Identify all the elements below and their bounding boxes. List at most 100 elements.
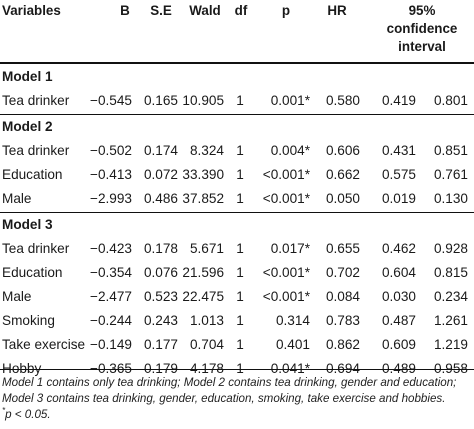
cell-p: 0.314 [275,313,310,328]
cell-hr: 0.580 [325,93,360,108]
table-footnote: Model 1 contains only tea drinking; Mode… [2,375,472,423]
cell-se: 0.165 [143,93,178,108]
cell-df: 1 [236,143,244,158]
cell-df: 1 [236,313,244,328]
cell-hr: 0.862 [325,337,360,352]
cell-b: −0.365 [90,361,132,376]
cell-p: 0.001* [270,93,310,108]
section-rule [0,114,474,115]
cell-se: 0.072 [143,167,178,182]
cell-variable: Smoking [2,313,55,328]
header-b: B [120,3,130,18]
cell-ci-low: 0.575 [381,167,416,182]
cell-wald: 21.596 [182,265,224,280]
cell-ci-high: 0.851 [433,143,468,158]
cell-se: 0.179 [143,361,178,376]
header-ci-line2: confidence [386,21,458,36]
cell-p: <0.001* [262,265,310,280]
cell-ci-high: 0.761 [433,167,468,182]
cell-variable: Tea drinker [2,93,70,108]
cell-b: −0.354 [90,265,132,280]
cell-df: 1 [236,241,244,256]
header-wald: Wald [189,3,221,18]
cell-b: −0.413 [90,167,132,182]
cell-b: −2.993 [90,191,132,206]
cell-ci-low: 0.030 [381,289,416,304]
cell-ci-high: 1.261 [433,313,468,328]
header-hr: HR [327,3,347,18]
cell-ci-low: 0.604 [381,265,416,280]
cell-b: −0.502 [90,143,132,158]
cell-variable: Take exercise [2,337,86,352]
cell-ci-high: 0.130 [433,191,468,206]
section-title: Model 1 [2,69,53,84]
cell-ci-high: 0.958 [433,361,468,376]
cell-df: 1 [236,93,244,108]
cell-df: 1 [236,191,244,206]
cell-df: 1 [236,265,244,280]
cell-df: 1 [236,337,244,352]
cell-se: 0.178 [143,241,178,256]
cell-df: 1 [236,289,244,304]
cell-hr: 0.655 [325,241,360,256]
cell-ci-low: 0.489 [381,361,416,376]
cell-b: −0.545 [90,93,132,108]
header-ci-line1: 95% [408,3,436,18]
cell-wald: 33.390 [182,167,224,182]
cell-wald: 8.324 [189,143,224,158]
section-rule [0,212,474,213]
cell-hr: 0.084 [325,289,360,304]
cell-hr: 0.783 [325,313,360,328]
cell-variable: Hobby [2,361,42,376]
cell-df: 1 [236,167,244,182]
cell-se: 0.243 [143,313,178,328]
cell-ci-low: 0.431 [381,143,416,158]
cell-p: <0.001* [262,191,310,206]
cell-hr: 0.662 [325,167,360,182]
cell-se: 0.076 [143,265,178,280]
cell-se: 0.486 [143,191,178,206]
cell-wald: 0.704 [189,337,224,352]
cell-variable: Male [2,289,32,304]
cell-wald: 1.013 [189,313,224,328]
header-se: S.E [150,3,172,18]
cell-variable: Education [2,167,63,182]
cell-variable: Male [2,191,32,206]
footnote-sig-text: p < 0.05. [5,408,51,421]
cell-se: 0.174 [143,143,178,158]
header-p: p [281,3,291,18]
cell-ci-low: 0.019 [381,191,416,206]
cell-hr: 0.050 [325,191,360,206]
cell-p: 0.017* [270,241,310,256]
cell-wald: 5.671 [189,241,224,256]
header-rule [0,62,474,64]
cell-ci-low: 0.609 [381,337,416,352]
cell-wald: 10.905 [182,93,224,108]
header-df: df [234,3,248,18]
cell-ci-low: 0.419 [381,93,416,108]
cell-b: −0.149 [90,337,132,352]
footnote-models: Model 1 contains only tea drinking; Mode… [2,376,457,405]
bottom-rule [0,369,474,370]
cell-b: −0.244 [90,313,132,328]
cell-df: 1 [232,360,248,377]
section-title: Model 2 [2,119,53,134]
cell-hr: 0.606 [325,143,360,158]
cell-ci-high: 0.928 [433,241,468,256]
footnote-sig-mark: * [2,406,6,416]
cell-ci-high: 1.219 [433,337,468,352]
cell-p: 0.041* [270,361,310,376]
cell-ci-high: 0.815 [433,265,468,280]
cell-ci-low: 0.487 [381,313,416,328]
footnote-significance: *p < 0.05. [2,407,472,423]
cell-hr: 0.702 [325,265,360,280]
cell-p: 0.401 [275,337,310,352]
cell-p: 0.004* [270,143,310,158]
cell-p: <0.001* [262,167,310,182]
cell-wald: 22.475 [182,289,224,304]
cell-variable: Tea drinker [2,241,70,256]
cell-hr: 0.694 [325,361,360,376]
cell-ci-high: 0.234 [433,289,468,304]
cell-ci-low: 0.462 [381,241,416,256]
cell-variable: Tea drinker [2,143,70,158]
